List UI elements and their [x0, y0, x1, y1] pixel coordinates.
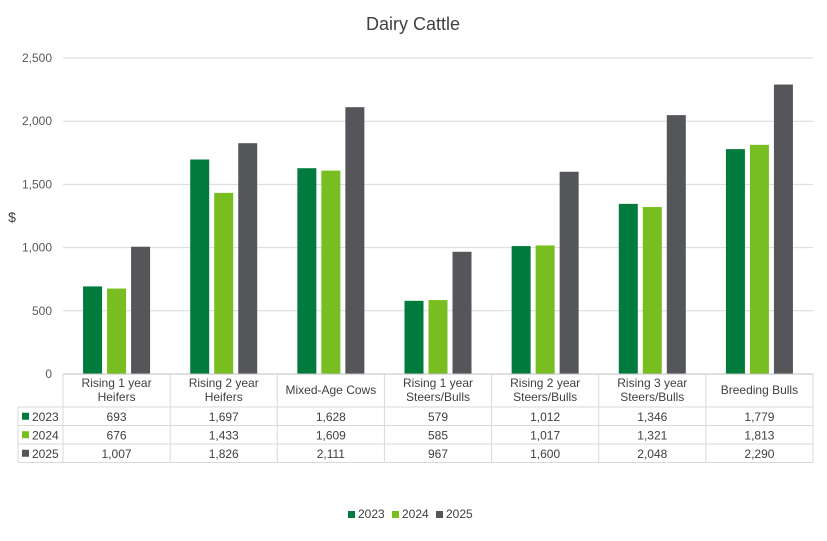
- legend-label-2024: 2024: [402, 507, 429, 521]
- bar-2023-6: [725, 149, 745, 374]
- row-header-2023: 2023: [32, 410, 59, 424]
- legend-key-2023: [22, 412, 29, 420]
- bar-2023-5: [618, 203, 638, 374]
- data-label: 1,346: [637, 410, 667, 424]
- category-label: Rising 1 year: [82, 376, 152, 390]
- legend: 2023 2024 2025: [348, 507, 473, 521]
- bar-2025-2: [345, 107, 365, 374]
- category-label: Rising 1 year: [403, 376, 473, 390]
- data-label: 1,600: [530, 447, 560, 461]
- legend-key-2024: [22, 431, 29, 439]
- category-label: Rising 2 year: [510, 376, 580, 390]
- bar-2025-4: [559, 171, 579, 374]
- bar-2023-3: [404, 300, 424, 374]
- bar-2024-0: [107, 288, 127, 374]
- category-label: Steers/Bulls: [620, 390, 684, 404]
- data-label: 1,628: [316, 410, 346, 424]
- gridlines: 0 500 1,000 1,500 2,000 2,500: [22, 51, 813, 381]
- data-label: 1,433: [209, 428, 239, 442]
- data-label: 2,290: [744, 447, 774, 461]
- legend-swatch-2025: [436, 511, 443, 518]
- category-label: Steers/Bulls: [406, 390, 470, 404]
- category-label: Mixed-Age Cows: [286, 383, 377, 397]
- data-label: 1,779: [744, 410, 774, 424]
- bar-2024-6: [749, 144, 769, 374]
- bar-2023-2: [297, 168, 317, 374]
- bar-2024-5: [642, 207, 662, 374]
- category-label: Heifers: [98, 390, 136, 404]
- bar-2024-2: [321, 170, 341, 374]
- y-axis-label: $: [8, 209, 16, 225]
- bar-2024-4: [535, 245, 555, 374]
- data-label: 967: [428, 447, 448, 461]
- data-label: 579: [428, 410, 448, 424]
- y-tick-label: 2,500: [22, 51, 52, 65]
- category-label: Rising 3 year: [617, 376, 687, 390]
- bar-2025-0: [131, 246, 151, 374]
- bars: [83, 84, 793, 374]
- bar-2025-5: [666, 115, 686, 374]
- legend-label-2025: 2025: [446, 507, 473, 521]
- category-label: Heifers: [205, 390, 243, 404]
- data-label: 1,017: [530, 428, 560, 442]
- data-label: 1,813: [744, 428, 774, 442]
- y-tick-label: 500: [32, 304, 52, 318]
- category-label: Breeding Bulls: [721, 383, 798, 397]
- data-label: 1,321: [637, 428, 667, 442]
- legend-swatch-2024: [392, 511, 399, 518]
- category-label: Rising 2 year: [189, 376, 259, 390]
- data-label: 1,697: [209, 410, 239, 424]
- bar-2024-3: [428, 300, 448, 374]
- data-label: 1,007: [102, 447, 132, 461]
- data-label: 1,012: [530, 410, 560, 424]
- data-label: 585: [428, 428, 448, 442]
- y-tick-label: 1,000: [22, 241, 52, 255]
- data-label: 1,826: [209, 447, 239, 461]
- y-tick-label: 1,500: [22, 177, 52, 191]
- bar-2024-1: [214, 192, 234, 374]
- data-label: 2,111: [317, 447, 346, 461]
- legend-key-2025: [22, 449, 29, 457]
- data-label: 676: [107, 428, 127, 442]
- chart-title: Dairy Cattle: [366, 14, 460, 34]
- bar-2025-1: [238, 143, 258, 374]
- legend-swatch-2023: [348, 511, 355, 518]
- data-label: 2,048: [637, 447, 667, 461]
- row-header-2024: 2024: [32, 428, 59, 442]
- category-label: Steers/Bulls: [513, 390, 577, 404]
- y-tick-label: 2,000: [22, 114, 52, 128]
- bar-2023-1: [190, 159, 210, 374]
- bar-2025-3: [452, 251, 472, 374]
- legend-label-2023: 2023: [358, 507, 385, 521]
- data-label: 693: [107, 410, 127, 424]
- bar-2025-6: [773, 84, 793, 374]
- data-label: 1,609: [316, 428, 346, 442]
- row-header-2025: 2025: [32, 447, 59, 461]
- bar-2023-4: [511, 246, 531, 374]
- bar-2023-0: [83, 286, 103, 374]
- y-tick-label: 0: [45, 367, 52, 381]
